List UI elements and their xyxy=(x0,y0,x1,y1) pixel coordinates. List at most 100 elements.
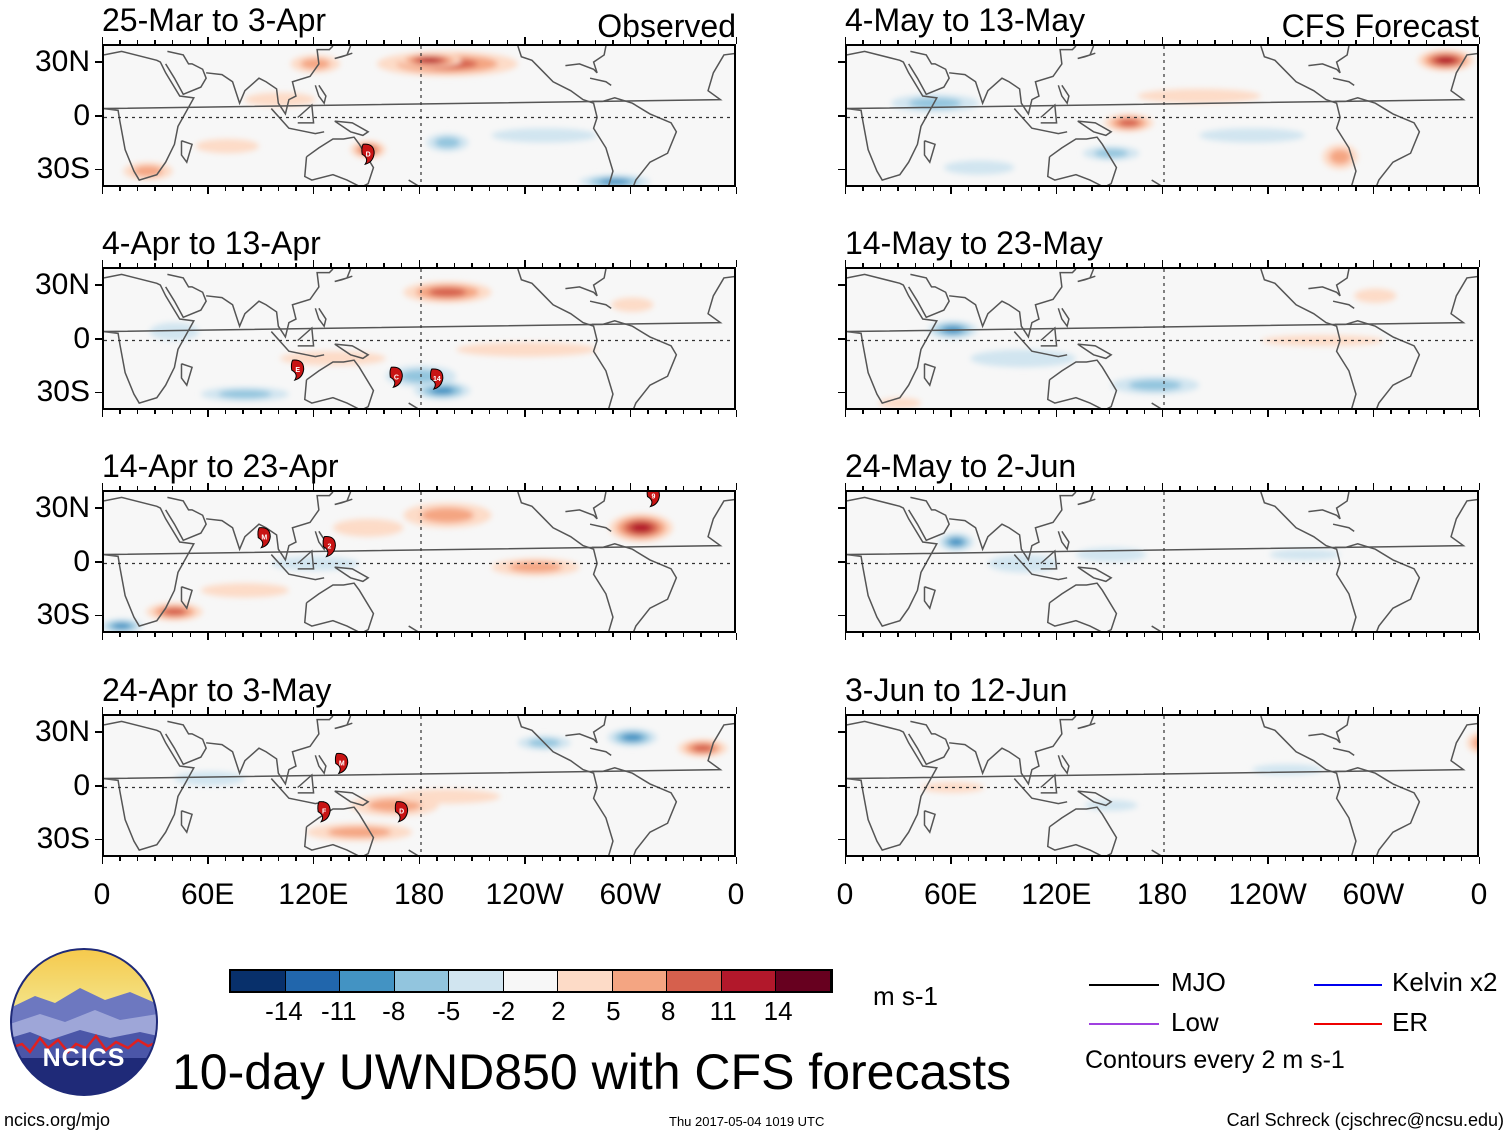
x-tick xyxy=(1126,486,1128,490)
x-tick xyxy=(1249,410,1252,414)
x-tick xyxy=(154,633,156,637)
x-tick-label: 120W xyxy=(485,878,564,911)
coastline xyxy=(589,747,612,756)
x-tick xyxy=(985,40,987,44)
anomaly-contour xyxy=(1466,732,1477,754)
x-tick xyxy=(1020,857,1023,861)
x-tick xyxy=(700,40,702,44)
x-tick xyxy=(471,263,473,267)
panel-title: 14-Apr to 23-Apr xyxy=(102,448,339,484)
x-tick xyxy=(559,410,561,414)
x-tick xyxy=(260,857,262,861)
coastline xyxy=(517,492,614,631)
anomaly-contour xyxy=(428,287,467,297)
x-tick xyxy=(154,40,156,44)
x-tick xyxy=(418,857,420,864)
x-tick xyxy=(897,486,899,490)
coastline xyxy=(591,320,678,408)
coastline xyxy=(334,343,370,360)
x-tick xyxy=(101,37,103,44)
panel-title: 14-May to 23-May xyxy=(845,225,1103,261)
x-tick xyxy=(1179,633,1181,637)
coastline xyxy=(1013,108,1068,135)
x-tick xyxy=(1196,410,1199,414)
x-tick xyxy=(1073,633,1075,637)
colorbar-swatch xyxy=(776,971,832,991)
x-tick xyxy=(682,410,685,414)
x-tick xyxy=(1091,710,1093,714)
x-tick xyxy=(1073,187,1075,191)
x-tick xyxy=(330,857,332,861)
coastline xyxy=(1040,549,1058,570)
x-tick xyxy=(330,410,332,414)
coastline xyxy=(303,359,375,408)
x-tick xyxy=(1302,857,1304,861)
x-tick xyxy=(242,710,244,714)
coastline xyxy=(1077,120,1113,137)
x-tick xyxy=(612,857,614,861)
x-tick xyxy=(647,633,649,637)
x-tick xyxy=(1073,263,1075,267)
x-tick xyxy=(1355,486,1357,490)
figure-title: 10-day UWND850 with CFS forecasts xyxy=(172,1044,1012,1100)
x-tick xyxy=(1460,857,1463,861)
x-tick xyxy=(1284,633,1287,637)
x-tick xyxy=(1091,633,1093,637)
x-tick xyxy=(1284,40,1287,44)
x-tick xyxy=(154,486,156,490)
coastline xyxy=(923,363,936,387)
x-tick xyxy=(524,483,526,490)
x-tick xyxy=(1355,187,1357,191)
legend-line-kelvin xyxy=(1314,984,1382,986)
anomaly-contour xyxy=(908,97,962,109)
x-tick xyxy=(1108,857,1111,861)
svg-text:9: 9 xyxy=(652,494,656,501)
x-tick xyxy=(295,486,297,490)
storm-marker: 2 xyxy=(322,536,336,558)
x-tick xyxy=(1161,187,1163,194)
x-tick xyxy=(612,410,614,414)
x-tick xyxy=(1478,260,1480,267)
x-tick xyxy=(1478,410,1480,417)
x-tick xyxy=(914,263,917,267)
x-tick xyxy=(1249,40,1252,44)
y-tick xyxy=(838,61,845,63)
x-tick xyxy=(735,707,737,714)
storm-marker: 14 xyxy=(430,368,444,390)
x-tick xyxy=(844,483,846,490)
x-tick xyxy=(932,710,935,714)
x-tick xyxy=(950,260,952,267)
x-tick xyxy=(700,486,702,490)
coastline xyxy=(270,108,325,135)
x-tick xyxy=(365,486,368,490)
x-tick xyxy=(1231,486,1234,490)
x-tick xyxy=(1249,187,1252,191)
x-tick xyxy=(506,40,509,44)
y-tick-label: 30N xyxy=(34,267,90,301)
x-tick xyxy=(242,410,244,414)
y-tick-label: 30S xyxy=(36,375,90,409)
x-tick xyxy=(436,187,438,191)
coastline xyxy=(206,716,334,786)
coastline xyxy=(949,492,1077,562)
coastline xyxy=(303,582,375,631)
x-tick xyxy=(1003,40,1005,44)
x-tick xyxy=(1425,857,1428,861)
coastline xyxy=(334,120,370,137)
x-tick xyxy=(1126,40,1128,44)
y-tick xyxy=(838,507,845,509)
coastline xyxy=(104,720,734,851)
coastline xyxy=(908,273,950,319)
x-tick xyxy=(897,410,899,414)
legend-label-mjo: MJO xyxy=(1171,967,1226,997)
y-tick xyxy=(95,115,102,117)
x-tick xyxy=(629,260,632,267)
coastline xyxy=(565,46,607,74)
x-tick xyxy=(1425,633,1428,637)
x-tick xyxy=(453,710,456,714)
coastline xyxy=(847,720,1477,851)
x-tick xyxy=(967,410,970,414)
x-tick xyxy=(330,187,332,191)
x-tick xyxy=(932,187,935,191)
x-tick xyxy=(1267,483,1269,490)
